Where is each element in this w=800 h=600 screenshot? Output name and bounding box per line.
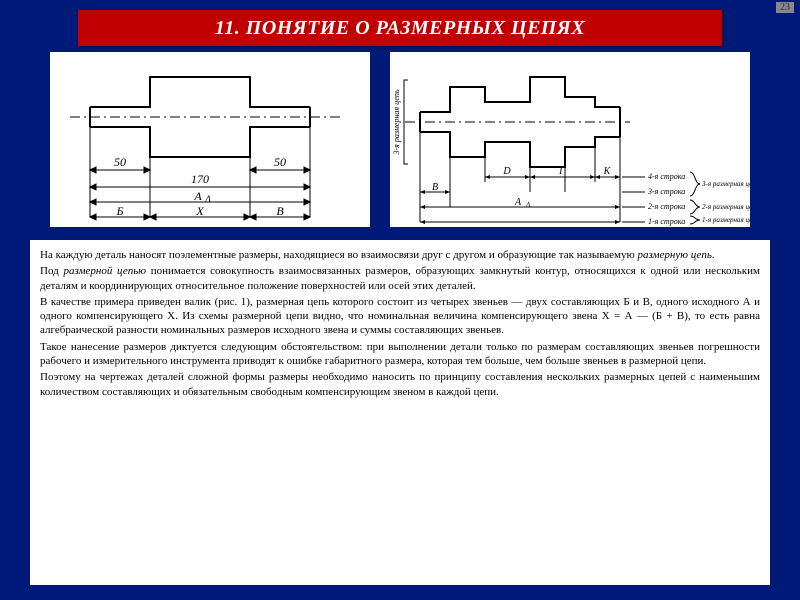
d2-chain3: 3-я размерная цепь [701, 180, 750, 188]
dim-50-right: 50 [274, 155, 286, 169]
d2-delta: Δ [525, 201, 530, 209]
para-5: Поэтому на чертежах деталей сложной форм… [40, 370, 760, 399]
dim-a: А [193, 189, 202, 203]
text-panel: На каждую деталь наносят поэлементные ра… [30, 240, 770, 585]
dim-x: Х [195, 204, 204, 218]
diagram-right: D Г К В А Δ 3-я размерная цепь [390, 52, 750, 227]
diagrams-row: 50 50 170 А Δ Б Х В [50, 52, 750, 232]
d2-row4: 4-я строка [648, 172, 685, 181]
title-text: 11. ПОНЯТИЕ О РАЗМЕРНЫХ ЦЕПЯХ [215, 17, 585, 40]
dim-v: В [276, 204, 284, 218]
d2-g: Г [558, 166, 565, 177]
d2-row3: 3-я строка [647, 187, 685, 196]
d2-side: 3-я размерная цепь [392, 89, 401, 155]
d2-k: К [603, 166, 612, 177]
dim-delta: Δ [204, 194, 210, 204]
dim-170: 170 [191, 172, 209, 186]
d2-b: В [432, 182, 438, 193]
diagram-left: 50 50 170 А Δ Б Х В [50, 52, 370, 227]
title-banner: 11. ПОНЯТИЕ О РАЗМЕРНЫХ ЦЕПЯХ [78, 10, 722, 46]
d2-chain1: 1-я размерная цепь [702, 216, 750, 224]
page-number: 23 [776, 2, 794, 13]
d2-row1: 1-я строка [648, 217, 685, 226]
para-4: Такое нанесение размеров диктуется следу… [40, 340, 760, 369]
d2-row2: 2-я строка [648, 202, 685, 211]
para-3: В качестве примера приведен валик (рис. … [40, 295, 760, 338]
d2-a: А [514, 197, 522, 208]
dim-50-left: 50 [114, 155, 126, 169]
d2-d: D [502, 166, 511, 177]
slide: 23 11. ПОНЯТИЕ О РАЗМЕРНЫХ ЦЕПЯХ [0, 0, 800, 600]
para-1: На каждую деталь наносят поэлементные ра… [40, 248, 760, 262]
para-2: Под размерной цепью понимается совокупно… [40, 264, 760, 293]
d2-chain2: 2-я размерная цепь [702, 203, 750, 211]
dim-b: Б [115, 204, 123, 218]
